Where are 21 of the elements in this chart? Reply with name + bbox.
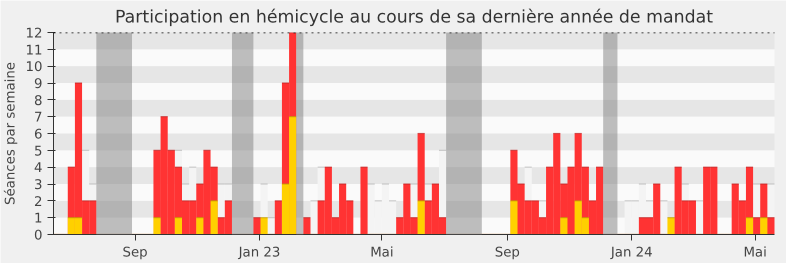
y-tick-label: 7	[34, 110, 43, 126]
y-axis-title: Séances par semaine	[4, 62, 19, 205]
y-tick-label: 9	[34, 77, 43, 92]
y-tick-label: 8	[34, 94, 43, 109]
y-tick-label: 3	[34, 178, 43, 193]
y-tick-label: 6	[34, 128, 43, 142]
x-tick-label: Jan 24	[610, 246, 653, 260]
x-tick-label: Sep	[494, 246, 520, 260]
y-tick-label: 5	[34, 144, 43, 160]
chart-title: Participation en hémicycle au cours de sa dernière année de mandat	[115, 8, 714, 28]
x-tick-label: Jan 23	[238, 246, 280, 260]
y-tick-label: 11	[26, 43, 43, 58]
y-tick-label: 4	[34, 161, 43, 176]
y-tick-label: 0	[34, 228, 43, 244]
x-tick-label: Sep	[122, 246, 148, 260]
y-tick-label: 12	[26, 26, 43, 42]
x-tick-label: Mai	[370, 246, 394, 260]
y-tick-label: 2	[34, 194, 43, 210]
y-tick-label: 10	[26, 60, 43, 76]
x-tick-label: Mai	[743, 246, 767, 260]
y-tick-label: 1	[34, 212, 43, 227]
